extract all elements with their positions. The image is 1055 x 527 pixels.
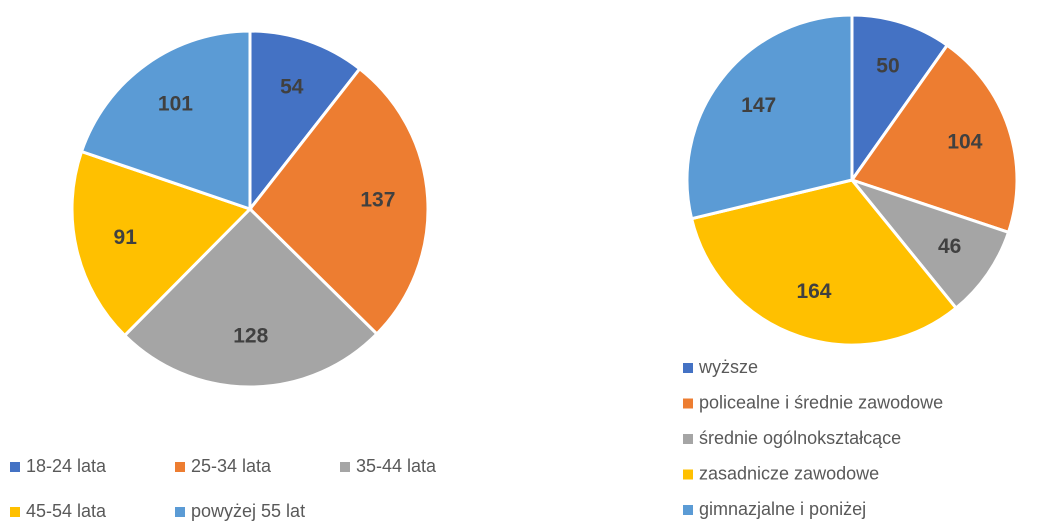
legend-label: 35-44 lata <box>356 456 437 476</box>
legend-swatch <box>683 363 693 373</box>
legend-swatch <box>683 434 693 444</box>
legend-label: powyżej 55 lat <box>191 501 305 521</box>
pie-slice <box>70 149 253 338</box>
legend-label: 25-34 lata <box>191 456 272 476</box>
pie-slice <box>847 176 1011 311</box>
pie-slice <box>247 66 430 337</box>
legend-swatch <box>10 507 20 517</box>
data-label: 50 <box>876 54 899 77</box>
pie-slice <box>849 43 1019 235</box>
legend-label: gimnazjalne i poniżej <box>699 499 866 519</box>
data-label: 104 <box>947 131 982 154</box>
data-label: 54 <box>280 75 304 98</box>
legend-swatch <box>175 462 185 472</box>
data-label: 147 <box>741 94 776 117</box>
legend-label: zasadnicze zawodowe <box>699 463 879 483</box>
legend-swatch <box>683 505 693 515</box>
data-label: 46 <box>938 235 961 258</box>
data-label: 128 <box>233 325 268 348</box>
data-label: 137 <box>360 188 395 211</box>
legend-swatch <box>10 462 20 472</box>
legend-label: średnie ogólnokształcące <box>699 428 901 448</box>
legend-swatch <box>683 398 693 409</box>
pie-slice <box>248 29 362 214</box>
data-label: 91 <box>114 226 138 249</box>
legend-label: 45-54 lata <box>26 501 107 521</box>
pie-slice <box>685 13 854 221</box>
data-label: 164 <box>796 280 831 303</box>
data-label: 101 <box>158 92 193 115</box>
pie-slice <box>689 178 959 347</box>
legend-label: policealne i średnie zawodowe <box>699 392 943 412</box>
pie-slice <box>122 206 379 389</box>
legend-label: wyższe <box>698 357 758 377</box>
legend-label: 18-24 lata <box>26 456 107 476</box>
pie-slice <box>79 29 252 212</box>
legend-swatch <box>683 469 693 480</box>
legend-swatch <box>340 462 350 472</box>
pie-slice <box>850 13 950 185</box>
legend-swatch <box>175 507 185 517</box>
